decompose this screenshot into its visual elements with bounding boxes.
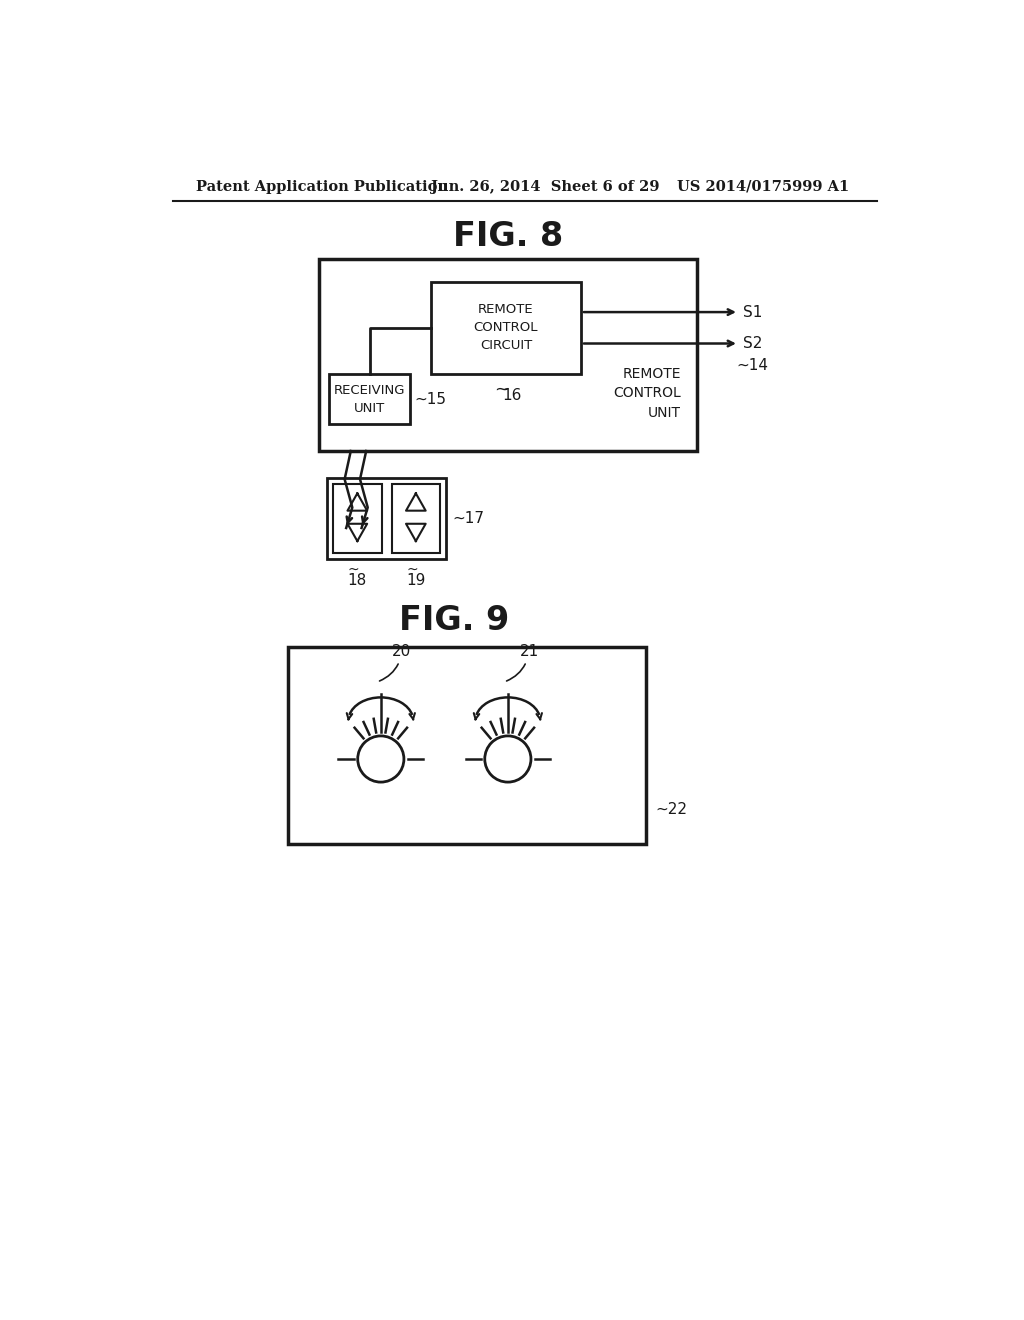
Bar [327,478,446,558]
Text: ~22: ~22 [655,801,688,817]
Text: S2: S2 [742,337,762,351]
Text: RECEIVING
UNIT: RECEIVING UNIT [334,384,406,414]
Text: REMOTE
CONTROL
CIRCUIT: REMOTE CONTROL CIRCUIT [474,304,539,352]
Bar [319,259,696,451]
Text: ~: ~ [407,562,418,577]
Text: Patent Application Publication: Patent Application Publication [196,180,449,194]
Bar [330,374,410,424]
Text: 16: 16 [503,388,522,403]
Text: REMOTE
CONTROL
UNIT: REMOTE CONTROL UNIT [613,367,681,420]
Text: 19: 19 [407,573,426,587]
Text: Jun. 26, 2014  Sheet 6 of 29: Jun. 26, 2014 Sheet 6 of 29 [431,180,659,194]
Bar [431,281,581,374]
Text: ~17: ~17 [453,511,484,525]
Text: 18: 18 [348,573,367,587]
Text: 21: 21 [507,644,539,681]
Bar [391,484,440,553]
Text: S1: S1 [742,305,762,319]
Text: FIG. 9: FIG. 9 [398,605,509,638]
Text: 20: 20 [380,644,412,681]
Text: ~14: ~14 [736,358,769,372]
Text: ~: ~ [495,380,510,399]
Text: US 2014/0175999 A1: US 2014/0175999 A1 [677,180,850,194]
Bar [289,647,646,843]
Bar [333,484,382,553]
Text: ~15: ~15 [414,392,445,407]
Text: ~: ~ [348,562,359,577]
Text: FIG. 8: FIG. 8 [453,220,563,253]
